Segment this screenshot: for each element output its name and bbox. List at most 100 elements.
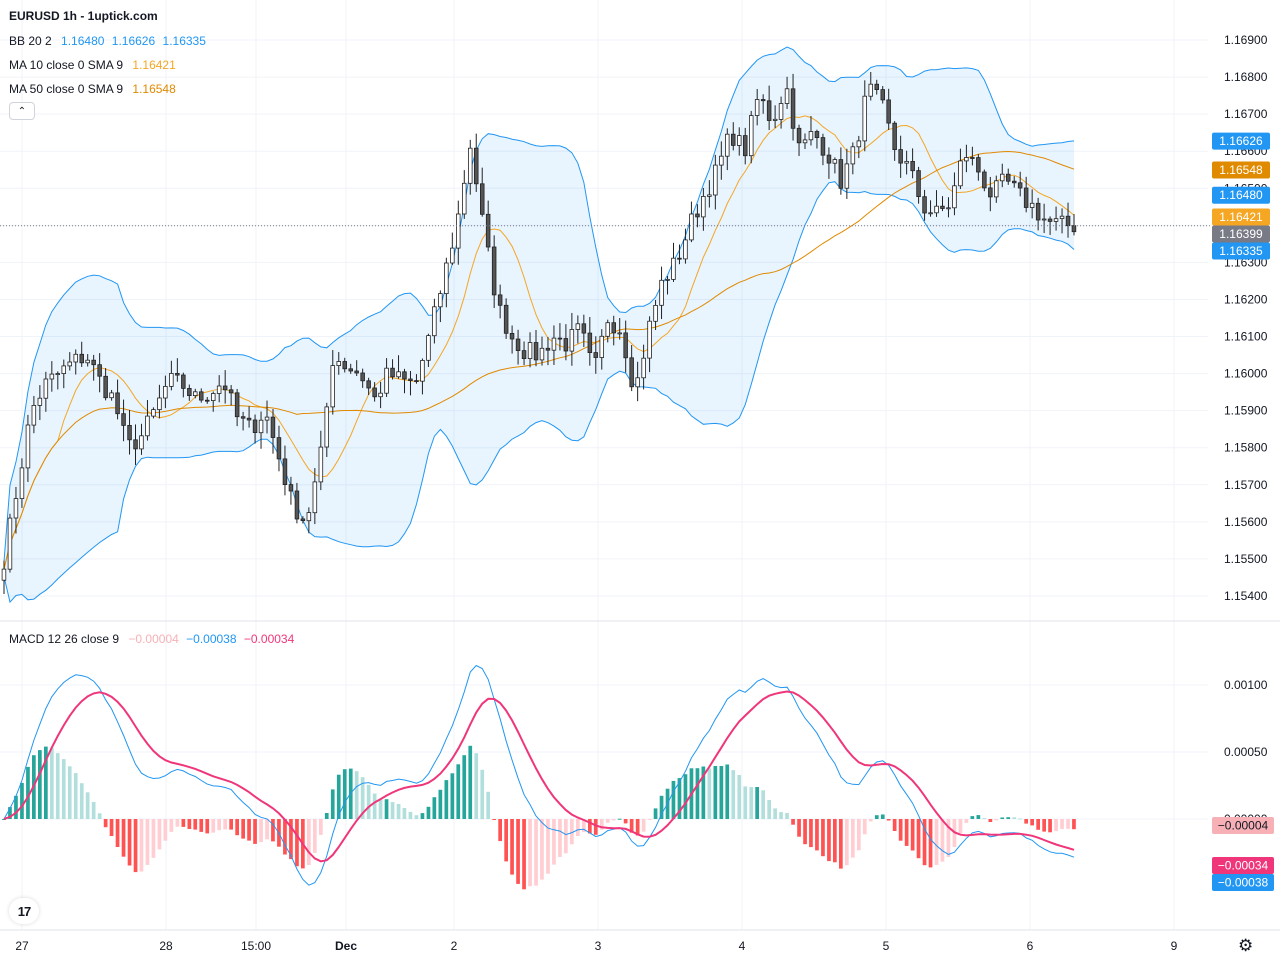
macd-histogram-bar [366,784,371,819]
candle-body [181,374,186,389]
collapse-legend-button[interactable]: ⌃ [9,102,35,120]
candle-body [55,373,61,376]
bb-upper-line [3,46,1075,562]
macd-histogram-bar [725,764,730,819]
macd-histogram-bar [1054,819,1058,832]
candle-body [850,146,856,165]
ma50-line [3,150,1075,570]
candle-body [551,337,557,351]
macd-histogram-bar [1000,817,1005,819]
candle-body [348,368,353,372]
macd-histogram-bar [145,819,150,865]
price-axis[interactable]: 1.169001.168001.167001.166001.165001.164… [1224,33,1268,603]
macd-histogram-bar [462,755,467,819]
candle-body [898,149,903,164]
candle-body [336,361,341,366]
candle-body [784,88,790,104]
macd-badge [1212,874,1274,891]
macd-histogram-bar [187,819,192,829]
candle-body [127,424,132,441]
macd-histogram-bar [390,802,395,819]
legend-bb[interactable]: BB 20 2 1.16480 1.16626 1.16335 [9,34,210,48]
macd-histogram-bar [408,811,413,819]
legend-macd-signal: −0.00034 [243,632,295,646]
legend-ma50[interactable]: MA 50 close 0 SMA 9 1.16548 [9,82,180,96]
candle-body [868,83,874,97]
macd-histogram-bar [205,819,210,834]
candle-body [928,212,933,215]
macd-histogram-bar [898,819,903,841]
macd-histogram-bar [1042,819,1046,832]
candle-body [1017,182,1023,189]
macd-histogram-bar [432,797,437,819]
macd-histogram-bar [809,819,813,848]
candle-body [904,160,909,164]
candle-body [7,517,13,570]
macd-tick-label: 0.00100 [1224,678,1268,692]
macd-histogram-bar [779,812,783,819]
macd-histogram-bar [414,815,419,819]
macd-histogram-bar [211,819,216,833]
macd-histogram-bar [1036,819,1040,830]
candle-body [707,194,712,197]
macd-histogram-bar [534,819,538,886]
candle-body [204,399,210,402]
macd-histogram-bar [1072,819,1076,830]
tradingview-logo[interactable]: 17 [9,898,39,924]
price-badge-label: 1.16421 [1219,210,1263,224]
candle-body [1035,202,1041,221]
macd-histogram-bar [570,819,574,845]
legend-macd[interactable]: MACD 12 26 close 9 −0.00004 −0.00038 −0.… [9,632,298,646]
candle-body [61,365,67,374]
macd-histogram-bar [892,819,897,831]
macd-histogram-bar [749,787,754,819]
macd-histogram-bar [617,818,622,820]
candle-body [318,446,324,483]
macd-histogram-bar [1048,819,1052,833]
macd-histogram-bar [504,819,508,862]
settings-gear-icon[interactable]: ⚙ [1238,936,1254,955]
macd-histogram-bar [833,819,837,863]
candle-body [527,342,533,360]
macd-histogram-bar [121,819,126,857]
macd-histogram-bar [641,819,646,832]
candle-body [1000,173,1005,182]
macd-histogram-bar [133,819,138,873]
macd-histogram-bar [803,819,807,845]
macd-histogram-bar [50,747,54,819]
macd-histogram-bar [330,789,335,819]
candle-body [563,338,569,352]
time-axis[interactable]: 27 28 15:00 Dec 2 3 4 5 6 9 [0,929,1280,953]
candle-body [575,323,581,330]
macd-histogram-bar [940,819,945,862]
macd-histogram-bar [767,800,771,819]
candle-body [886,99,891,124]
candle-body [485,213,491,248]
macd-histogram-bar [851,819,855,858]
candle-body [683,239,688,260]
candle-body [342,361,347,370]
candle-body [479,183,485,215]
price-badges: 1.16626 1.16548 1.16480 1.16421 1.16399 1.163… [1212,132,1274,891]
time-tick-label: 3 [595,939,602,953]
macd-histogram-bar [1024,819,1028,824]
candle-body [396,371,401,378]
candle-body [432,306,437,337]
candle-body [67,361,73,367]
macd-histogram-bar [671,780,676,819]
candle-body [115,392,120,415]
candle-body [946,207,951,210]
candle-body [276,437,282,460]
macd-histogram-bar [653,808,658,819]
macd-histogram-bar [1060,819,1064,829]
legend-bb-middle: 1.16480 [61,34,105,48]
macd-histogram-bar [2,819,6,820]
macd-histogram-bar [55,753,60,819]
legend-ma10[interactable]: MA 10 close 0 SMA 9 1.16421 [9,58,180,72]
candle-body [264,416,270,421]
macd-histogram-bar [546,819,550,874]
candle-body [157,397,162,411]
macd-histogram-bar [755,787,759,819]
